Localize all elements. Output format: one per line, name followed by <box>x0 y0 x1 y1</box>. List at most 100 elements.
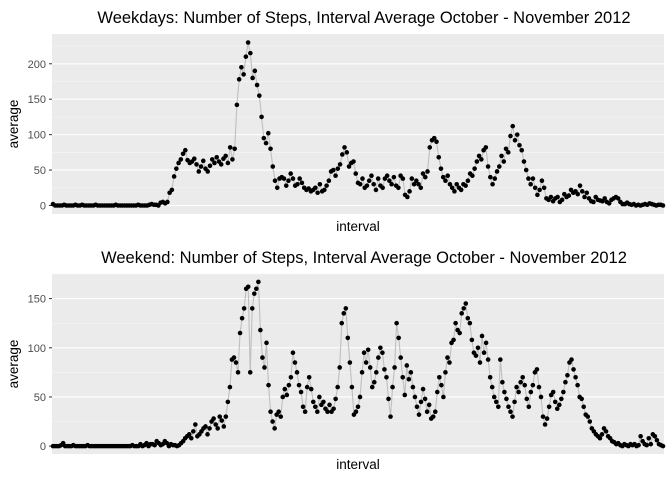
data-point <box>171 174 177 179</box>
data-point <box>528 389 534 395</box>
data-point <box>369 173 374 179</box>
y-tick-label: 150 <box>28 294 46 306</box>
data-point <box>191 156 197 162</box>
data-point <box>225 160 231 166</box>
data-point <box>360 176 365 181</box>
data-point <box>344 150 350 155</box>
data-point <box>313 404 318 410</box>
data-point <box>361 350 367 355</box>
data-point <box>410 384 416 390</box>
data-point <box>432 409 438 415</box>
data-point <box>438 166 444 171</box>
data-point <box>534 367 540 372</box>
data-point <box>467 320 473 326</box>
data-point <box>315 409 320 415</box>
data-point <box>248 50 253 56</box>
data-point <box>447 360 452 365</box>
data-point <box>603 429 609 434</box>
data-point <box>528 181 533 187</box>
weekdays-chart: Weekdays: Number of Steps, Interval Aver… <box>6 9 666 234</box>
data-point <box>561 389 566 395</box>
data-point <box>211 416 216 421</box>
data-point <box>475 345 481 351</box>
data-point <box>514 132 520 137</box>
data-point <box>579 396 584 402</box>
data-point <box>559 396 564 402</box>
data-point <box>441 394 446 400</box>
data-point <box>268 146 273 152</box>
data-point <box>357 394 363 400</box>
data-point <box>366 178 372 183</box>
data-point <box>270 419 275 424</box>
data-point <box>239 65 244 70</box>
data-point <box>638 434 643 439</box>
data-point <box>437 374 442 380</box>
data-point <box>571 367 576 372</box>
data-point <box>487 374 493 380</box>
data-point <box>317 394 322 400</box>
data-point <box>245 284 251 290</box>
data-point <box>392 365 397 370</box>
data-point <box>512 399 517 405</box>
data-point <box>252 291 257 296</box>
y-tick-label: 50 <box>34 392 46 404</box>
data-point <box>526 404 532 410</box>
data-point <box>241 306 247 311</box>
data-point <box>241 72 246 77</box>
data-point <box>494 169 500 174</box>
data-point <box>288 171 294 176</box>
data-point <box>235 370 241 375</box>
data-point <box>587 419 593 424</box>
data-point <box>346 164 352 169</box>
data-point <box>254 82 260 88</box>
data-point <box>276 409 282 415</box>
data-point <box>443 178 448 183</box>
data-point <box>398 355 404 360</box>
data-point <box>496 404 501 410</box>
data-point <box>365 347 371 353</box>
data-point <box>245 40 251 45</box>
chart-title: Weekdays: Number of Steps, Interval Aver… <box>97 9 630 27</box>
data-point <box>569 357 574 362</box>
data-point <box>404 363 410 368</box>
data-point <box>218 162 224 167</box>
data-point <box>349 384 355 390</box>
data-point <box>435 389 440 395</box>
weekend-chart: Weekend: Number of Steps, Interval Avera… <box>6 249 666 472</box>
data-point <box>479 333 485 339</box>
data-point <box>391 174 397 180</box>
data-point <box>188 435 194 441</box>
data-point <box>445 173 451 179</box>
data-point <box>219 418 225 423</box>
data-point <box>508 133 513 139</box>
data-point <box>496 164 502 169</box>
data-point <box>382 367 387 372</box>
data-point <box>324 183 329 188</box>
data-point <box>654 437 660 443</box>
y-axis-ticks: 0 50 100 150 <box>28 294 52 453</box>
data-point <box>376 355 381 360</box>
data-point <box>536 384 542 390</box>
plot-panel <box>52 274 664 454</box>
data-point <box>418 399 424 405</box>
data-point <box>225 399 231 405</box>
data-point <box>652 434 658 439</box>
data-point <box>500 379 505 385</box>
data-point <box>465 178 471 183</box>
data-point <box>408 370 414 375</box>
data-point <box>606 201 612 206</box>
data-point <box>584 190 590 196</box>
data-point <box>434 139 439 145</box>
data-point <box>263 140 269 146</box>
data-point <box>458 187 464 193</box>
data-point <box>459 311 465 316</box>
data-point <box>196 169 202 174</box>
data-point <box>353 409 359 415</box>
data-point <box>559 197 565 203</box>
data-point <box>331 167 336 173</box>
data-point <box>660 203 666 208</box>
data-point <box>406 376 412 382</box>
data-point <box>386 396 391 402</box>
data-point <box>249 306 255 311</box>
